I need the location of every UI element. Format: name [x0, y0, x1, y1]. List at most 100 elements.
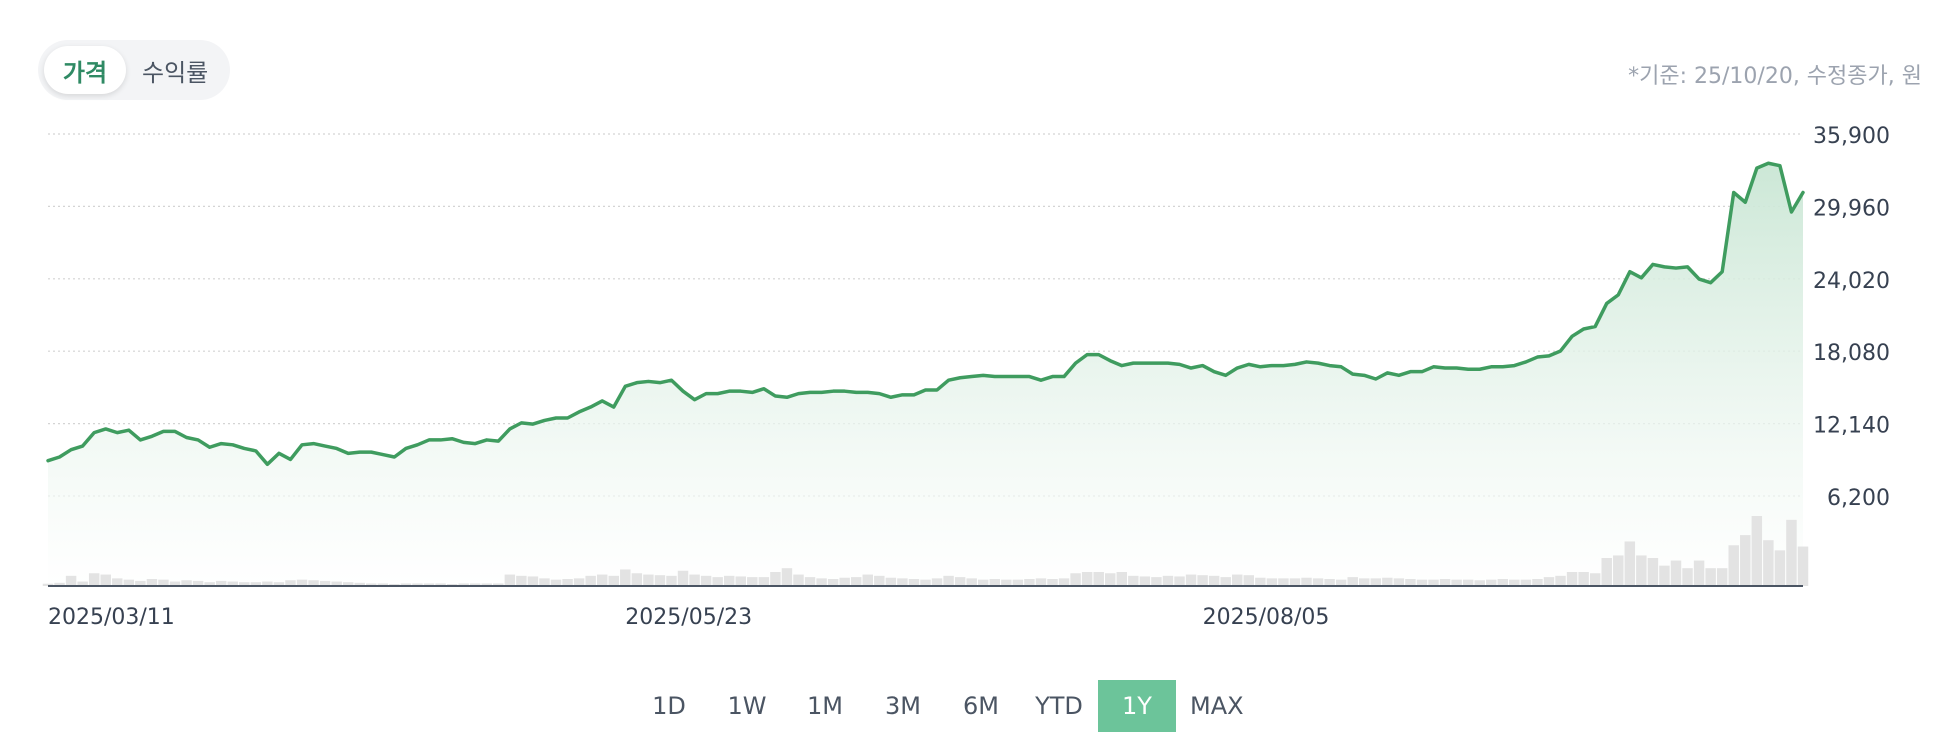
- period-ytd-button[interactable]: YTD: [1035, 692, 1083, 720]
- volume-bar: [643, 574, 654, 586]
- volume-bar: [1716, 568, 1728, 586]
- volume-bar: [42, 583, 54, 586]
- volume-bar: [1439, 579, 1451, 586]
- volume-bar: [1451, 579, 1462, 586]
- volume-bar: [1532, 579, 1543, 586]
- volume-bar: [181, 580, 192, 586]
- volume-bar: [458, 583, 469, 586]
- volume-bar: [1070, 573, 1081, 586]
- volume-bar: [1659, 565, 1670, 586]
- volume-bar: [1601, 558, 1612, 586]
- volume-bar: [1543, 577, 1555, 586]
- volume-bar: [1139, 576, 1151, 586]
- volume-bar: [816, 578, 827, 586]
- period-1m-button[interactable]: 1M: [807, 692, 843, 720]
- volume-bar: [1128, 575, 1139, 586]
- volume-bar: [1047, 579, 1058, 586]
- volume-bar: [689, 574, 700, 586]
- volume-bar: [377, 583, 389, 586]
- volume-bar: [931, 578, 943, 586]
- y-tick-label: 29,960: [1813, 196, 1890, 221]
- volume-bar: [1116, 572, 1128, 586]
- volume-bar: [1243, 575, 1255, 586]
- view-toggle: 가격 수익률: [38, 40, 231, 100]
- volume-bar: [793, 574, 804, 586]
- volume-bar: [366, 583, 377, 586]
- volume-bar: [1289, 578, 1301, 586]
- volume-bar: [435, 583, 446, 586]
- period-6m-button[interactable]: 6M: [963, 692, 999, 720]
- volume-bar: [1462, 579, 1474, 586]
- volume-bar: [1012, 579, 1024, 586]
- volume-bar: [908, 579, 920, 586]
- volume-bar: [1370, 578, 1382, 586]
- volume-bar: [1786, 519, 1797, 586]
- volume-bar: [1105, 573, 1116, 586]
- toggle-return[interactable]: 수익률: [142, 58, 209, 87]
- y-tick-label: 35,900: [1813, 124, 1890, 149]
- toggle-price[interactable]: 가격: [44, 46, 126, 94]
- volume-bar: [620, 569, 631, 586]
- volume-bar: [215, 580, 227, 586]
- volume-bar: [758, 577, 770, 586]
- volume-bar: [331, 581, 342, 586]
- volume-bar: [1589, 573, 1601, 586]
- volume-bar: [1509, 579, 1520, 586]
- volume-bar: [169, 581, 181, 586]
- volume-bar: [585, 575, 596, 586]
- volume-bar: [1058, 578, 1070, 586]
- volume-bar: [712, 577, 723, 586]
- y-tick-label: 12,140: [1813, 414, 1890, 439]
- volume-bar: [977, 579, 989, 586]
- volume-bar: [989, 579, 1001, 586]
- volume-bar: [666, 575, 677, 586]
- volume-bar: [285, 580, 296, 586]
- period-max-button[interactable]: MAX: [1190, 692, 1244, 720]
- volume-bar: [204, 582, 215, 586]
- volume-bar: [1647, 558, 1659, 586]
- period-1d-button[interactable]: 1D: [652, 692, 686, 720]
- period-1w-button[interactable]: 1W: [727, 692, 767, 720]
- x-tick-label: 2025/03/11: [48, 605, 175, 630]
- volume-bar: [1497, 579, 1509, 586]
- volume-bar: [527, 576, 539, 586]
- volume-bar: [677, 570, 689, 586]
- volume-bar: [1151, 577, 1162, 586]
- volume-bar: [885, 577, 897, 586]
- volume-bar: [654, 575, 666, 586]
- volume-bar: [146, 579, 158, 586]
- volume-bar: [700, 575, 712, 586]
- volume-bar: [158, 579, 169, 586]
- volume-bar: [631, 573, 643, 586]
- volume-bar: [1220, 577, 1231, 586]
- volume-bar: [135, 580, 146, 586]
- volume-bar: [954, 577, 966, 586]
- period-selector: 1D 1W 1M 3M 6M YTD 1Y MAX: [630, 680, 1258, 732]
- volume-bar: [943, 575, 954, 586]
- period-3m-button[interactable]: 3M: [885, 692, 921, 720]
- volume-bar: [88, 573, 100, 586]
- volume-bar: [227, 581, 238, 586]
- volume-bar: [1740, 535, 1751, 586]
- volume-bar: [423, 583, 435, 586]
- volume-bar: [123, 579, 135, 586]
- volume-bar: [1416, 579, 1428, 586]
- volume-bar: [1001, 579, 1012, 586]
- volume-bar: [1670, 560, 1682, 586]
- volume-bar: [1566, 572, 1578, 586]
- volume-bar: [1347, 577, 1358, 586]
- volume-bar: [192, 580, 204, 586]
- volume-bar: [1278, 578, 1289, 586]
- period-1y-button[interactable]: 1Y: [1098, 680, 1176, 732]
- price-chart: 35,900 29,960 24,020 18,080 12,140 6,200 2025/…: [42, 124, 1890, 630]
- basis-note: *기준: 25/10/20, 수정종가, 원: [1628, 64, 1922, 89]
- volume-bar: [250, 582, 262, 586]
- volume-bar: [1174, 576, 1185, 586]
- price-line: [46, 161, 1805, 467]
- volume-bar: [539, 578, 550, 586]
- volume-bar: [1797, 546, 1809, 586]
- volume-bar: [1035, 578, 1047, 586]
- volume-bar: [1520, 579, 1532, 586]
- volume-bar: [516, 575, 527, 586]
- volume-bar: [1093, 572, 1104, 586]
